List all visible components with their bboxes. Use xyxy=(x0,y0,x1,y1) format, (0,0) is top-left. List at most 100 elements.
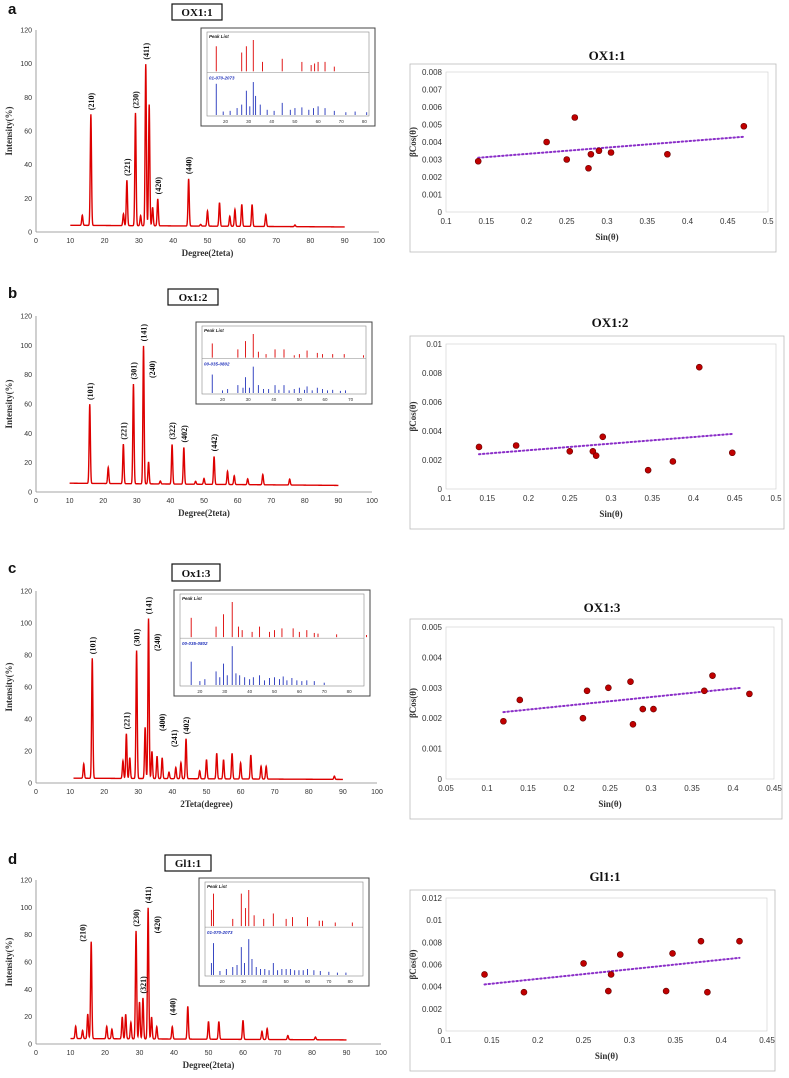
data-point xyxy=(607,971,615,978)
peak-label: (420) xyxy=(153,916,162,934)
data-point xyxy=(516,696,524,704)
x-tick-label: 0.45 xyxy=(766,784,782,793)
data-point xyxy=(587,150,595,158)
peak-label: (402) xyxy=(180,425,189,443)
x-tick-label: 10 xyxy=(66,238,74,245)
y-tick-label: 0.004 xyxy=(422,983,443,992)
inset-x-tick: 50 xyxy=(284,979,290,984)
x-tick-label: 0.15 xyxy=(484,1036,500,1045)
y-tick-label: 20 xyxy=(24,1014,32,1021)
peak-label: (442) xyxy=(210,434,219,452)
panel-letter: d xyxy=(8,851,17,868)
y-tick-label: 60 xyxy=(24,402,32,409)
x-tick-label: 40 xyxy=(170,1050,178,1057)
x-tick-label: 30 xyxy=(133,498,141,505)
y-tick-label: 80 xyxy=(24,372,32,379)
inset-bottom-label: 01-070-2073 xyxy=(207,930,233,935)
data-point xyxy=(704,988,711,996)
wh-panel-ws1: OX1:1 0.1 0.15 0.2 0.25 0.3 0.35 0.4 0.45 0.5 0 0.0… xyxy=(408,48,777,253)
x-tick-label: 0.3 xyxy=(605,494,617,503)
inset-frame xyxy=(200,27,376,127)
peak-label: (411) xyxy=(144,886,153,903)
y-tick-label: 80 xyxy=(24,653,32,660)
y-axis-label: βCos(θ) xyxy=(408,127,418,157)
data-point xyxy=(579,714,587,722)
inset-x-tick: 50 xyxy=(292,119,298,124)
x-axis-label: Degree(2teta) xyxy=(182,248,234,258)
peak-label: (210) xyxy=(87,93,96,111)
peak-label: (230) xyxy=(132,909,141,927)
x-tick-label: 0.4 xyxy=(682,217,694,226)
y-tick-label: 120 xyxy=(20,589,32,596)
y-axis-label: βCos(θ) xyxy=(408,688,418,718)
inset-x-tick: 60 xyxy=(316,119,322,124)
y-tick-label: 0.007 xyxy=(422,86,443,95)
x-tick-label: 0.2 xyxy=(532,1036,544,1045)
y-tick-label: 0.003 xyxy=(422,684,443,693)
x-tick-label: 0.15 xyxy=(479,494,495,503)
x-tick-label: 80 xyxy=(307,238,315,245)
data-point xyxy=(697,937,705,945)
y-tick-label: 0.001 xyxy=(422,191,443,200)
x-tick-label: 0.1 xyxy=(481,784,493,793)
y-tick-label: 120 xyxy=(20,28,32,35)
peak-label: (101) xyxy=(88,637,97,655)
x-tick-label: 0.05 xyxy=(438,784,454,793)
y-tick-label: 0.005 xyxy=(422,623,443,632)
reference-inset: Peak List 01-070-2073 20 30 40 50 60 70 80 xyxy=(198,877,370,987)
y-tick-label: 0.005 xyxy=(422,121,443,130)
data-point xyxy=(740,122,748,130)
panel-letter: c xyxy=(8,560,16,577)
inset-x-tick: 60 xyxy=(305,979,311,984)
panel-title: OX1:1 xyxy=(181,7,212,19)
panel-title: Ox1:3 xyxy=(182,568,211,580)
inset-top-label: Peak List xyxy=(204,328,224,333)
peak-label: (301) xyxy=(129,362,138,380)
y-tick-label: 0.008 xyxy=(422,938,443,947)
y-tick-label: 0.006 xyxy=(422,103,443,112)
trendline xyxy=(477,135,745,159)
chart-title: OX1:1 xyxy=(589,48,626,63)
data-point xyxy=(605,987,612,995)
peak-label: (141) xyxy=(140,324,149,342)
x-tick-label: 20 xyxy=(101,1050,109,1057)
y-tick-label: 0 xyxy=(438,208,443,217)
x-tick-label: 0.35 xyxy=(667,1036,683,1045)
x-tick-label: 20 xyxy=(99,498,107,505)
x-tick-label: 50 xyxy=(204,238,212,245)
panel-title: Gl1:1 xyxy=(175,858,201,870)
plot-area xyxy=(445,71,769,213)
y-tick-label: 0.008 xyxy=(422,369,443,378)
data-point xyxy=(585,164,592,172)
peak-label: (221) xyxy=(122,712,131,730)
x-tick-label: 10 xyxy=(66,789,74,796)
inset-x-tick: 80 xyxy=(362,119,368,124)
x-tick-label: 60 xyxy=(238,238,246,245)
y-tick-label: 40 xyxy=(24,431,32,438)
inset-x-tick: 40 xyxy=(269,119,275,124)
data-point xyxy=(481,971,488,978)
y-axis-label: Intensity(%) xyxy=(4,937,14,986)
chart-title: Gl1:1 xyxy=(589,869,620,884)
data-point xyxy=(650,705,657,713)
data-point xyxy=(669,458,677,465)
x-tick-label: 70 xyxy=(271,789,279,796)
x-tick-label: 0.25 xyxy=(559,217,575,226)
inset-x-tick: 60 xyxy=(322,397,328,402)
inset-x-tick: 20 xyxy=(220,397,226,402)
peak-label: (322) xyxy=(168,422,177,440)
title-box xyxy=(167,288,219,306)
x-tick-label: 0.1 xyxy=(440,494,452,503)
data-point xyxy=(563,156,571,163)
inset-x-tick: 30 xyxy=(246,119,252,124)
y-tick-label: 0.01 xyxy=(426,916,442,925)
title-box xyxy=(171,563,221,582)
chart-frame xyxy=(409,335,785,530)
y-tick-label: 0 xyxy=(438,485,443,494)
x-tick-label: 70 xyxy=(267,498,275,505)
wh-panel-ws3: OX1:3 0.05 0.1 0.15 0.2 0.25 0.3 0.35 0.4 0.45 0 0.… xyxy=(408,600,783,820)
peak-label: (440) xyxy=(168,998,177,1016)
x-tick-label: 0.1 xyxy=(440,1036,452,1045)
inset-x-tick: 70 xyxy=(322,689,328,694)
y-tick-label: 20 xyxy=(24,460,32,467)
